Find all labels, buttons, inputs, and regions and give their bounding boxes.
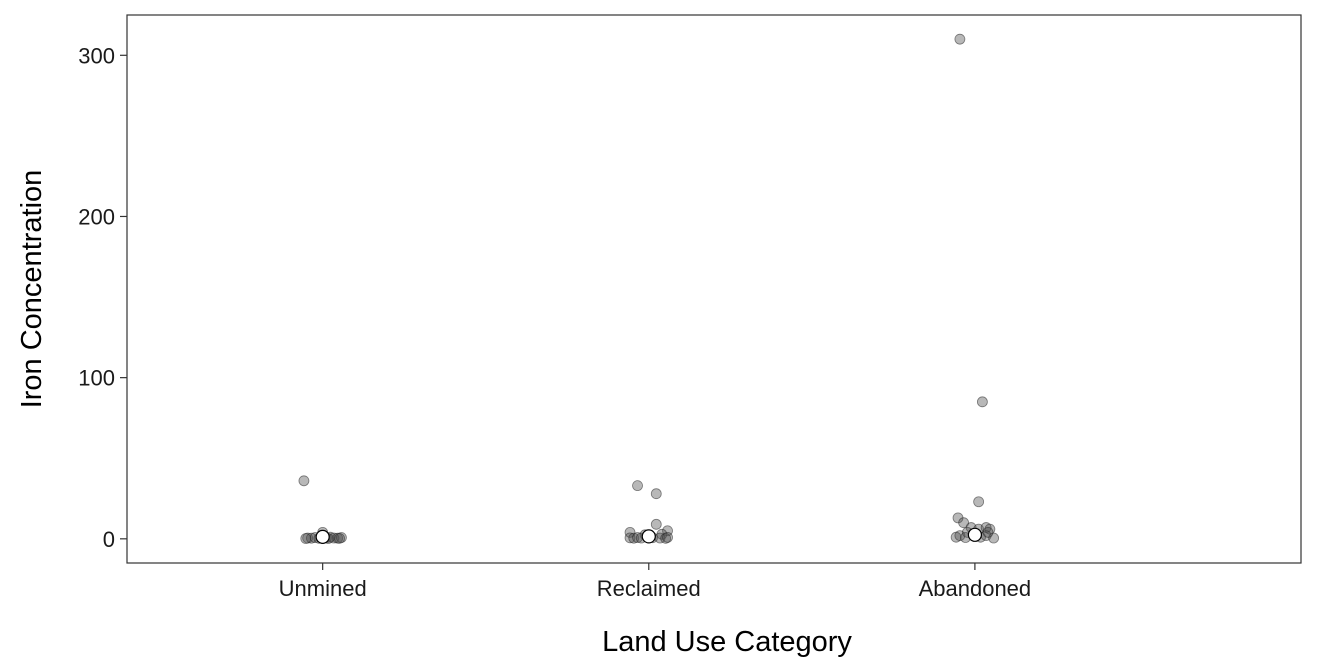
mean-marker [967, 527, 982, 542]
data-point [973, 496, 985, 508]
data-point [650, 518, 662, 530]
x-tick-label: Abandoned [919, 576, 1032, 601]
data-point [300, 533, 312, 544]
x-axis-title: Land Use Category [602, 626, 852, 658]
y-axis: 0 100 200 300 [78, 43, 127, 552]
data-point [988, 532, 1000, 544]
data-point [650, 488, 662, 500]
y-tick-label: 300 [78, 43, 115, 68]
data-point [624, 532, 636, 544]
data-points [298, 33, 1000, 544]
data-point [982, 526, 994, 538]
data-point [632, 480, 643, 492]
y-tick-label: 100 [78, 366, 115, 391]
data-point [334, 532, 345, 544]
data-point [954, 33, 966, 45]
data-point [958, 517, 970, 529]
x-tick-label: Unmined [279, 576, 367, 601]
data-point [662, 531, 673, 543]
data-point [298, 475, 310, 487]
x-tick-label: Reclaimed [597, 576, 701, 601]
mean-markers [315, 527, 982, 544]
data-point [628, 532, 640, 544]
data-point [976, 396, 988, 408]
data-point [624, 526, 636, 538]
y-tick-label: 0 [103, 527, 115, 552]
mean-marker [641, 529, 656, 544]
y-tick-label: 200 [78, 204, 115, 229]
plot-panel-border [126, 14, 1302, 564]
mean-marker [315, 529, 330, 544]
y-axis-title: Iron Concentration [16, 170, 48, 409]
x-axis: Unmined Reclaimed Abandoned [279, 563, 1032, 601]
